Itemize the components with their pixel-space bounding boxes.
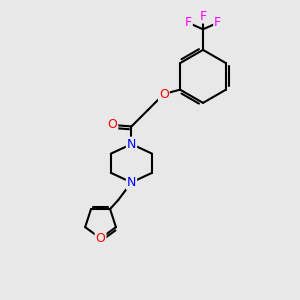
Text: F: F bbox=[214, 16, 221, 29]
Text: O: O bbox=[96, 232, 106, 245]
Text: N: N bbox=[127, 176, 136, 189]
Text: O: O bbox=[159, 88, 169, 100]
Text: N: N bbox=[127, 138, 136, 151]
Text: O: O bbox=[107, 118, 117, 131]
Text: F: F bbox=[200, 10, 207, 22]
Text: F: F bbox=[185, 16, 192, 29]
